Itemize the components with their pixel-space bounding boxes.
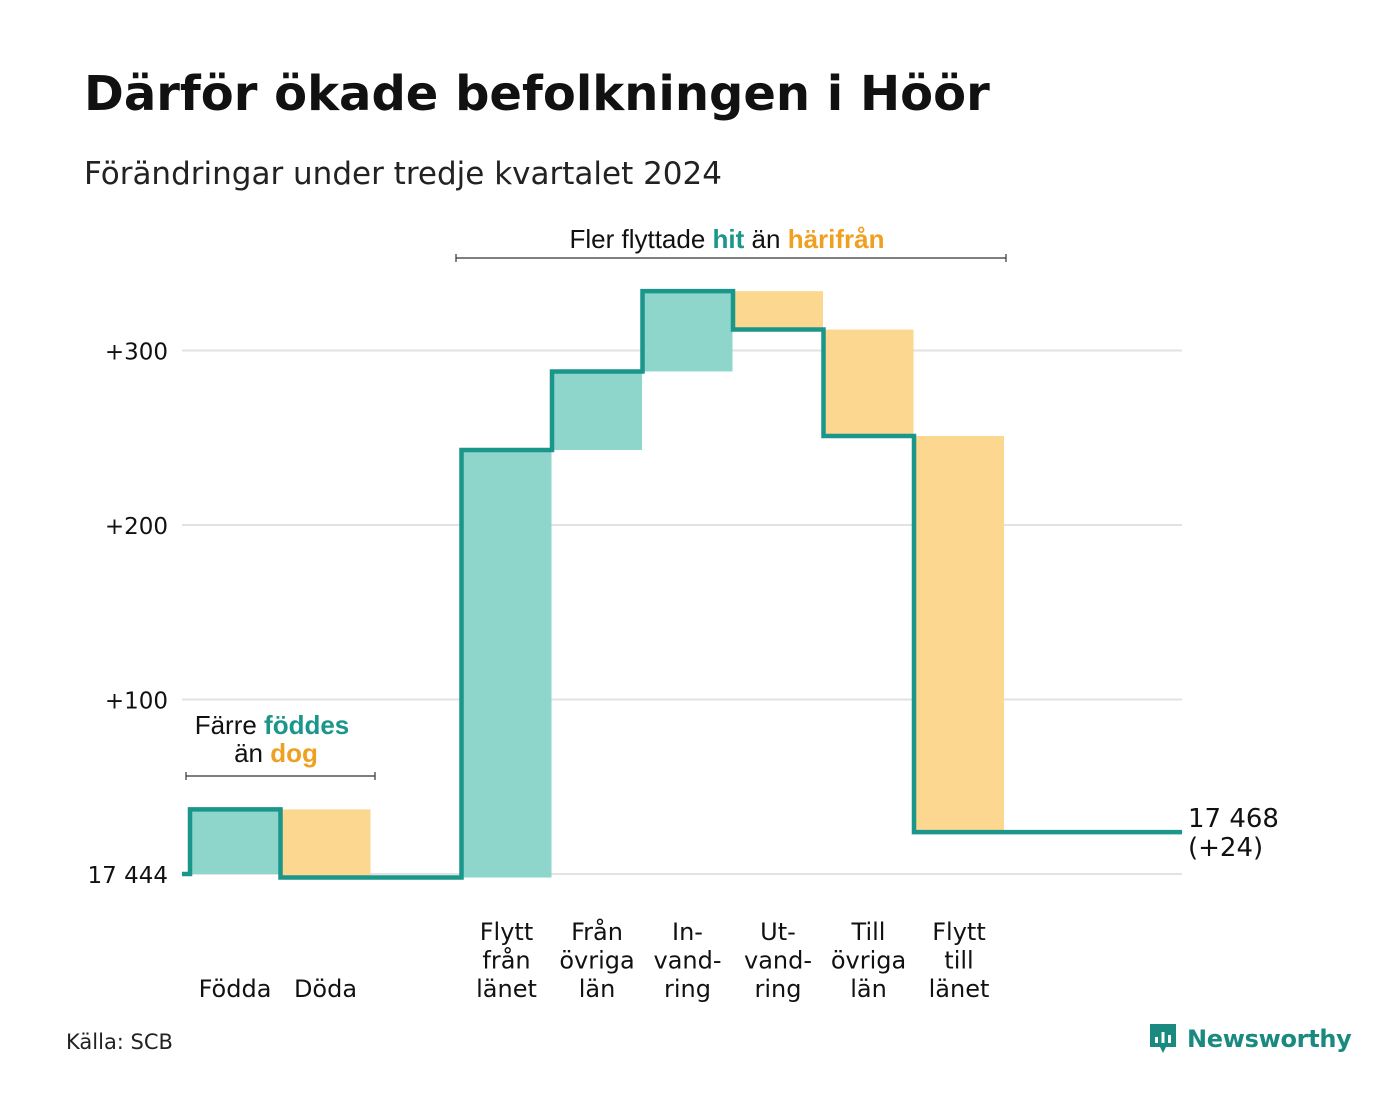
gridlines bbox=[182, 349, 1182, 875]
y-tick-label: +100 bbox=[105, 689, 168, 715]
end-change-label: (+24) bbox=[1188, 833, 1263, 863]
chart-title: Därför ökade befolkningen i Höör bbox=[84, 66, 990, 122]
source-note: Källa: SCB bbox=[66, 1030, 173, 1054]
x-axis-label: Flytt bbox=[480, 918, 534, 946]
x-axis-label: Döda bbox=[294, 975, 357, 1003]
moves-annotation-prefix: Fler flyttade bbox=[569, 224, 712, 254]
x-axis-label: Flytt bbox=[932, 918, 986, 946]
cumulative-line bbox=[182, 288, 1182, 880]
bar-inflow bbox=[190, 809, 280, 874]
chart-subtitle: Förändringar under tredje kvartalet 2024 bbox=[84, 156, 722, 192]
bar-inflow bbox=[461, 449, 552, 878]
brand-name: Newsworthy bbox=[1187, 1025, 1352, 1053]
x-axis-label: In- bbox=[672, 918, 703, 946]
step-line bbox=[182, 288, 1182, 880]
x-axis-label: övriga bbox=[559, 947, 634, 975]
bar-outflow bbox=[914, 436, 1004, 833]
x-axis-label: vand- bbox=[744, 947, 812, 975]
births-annotation-key: föddes bbox=[264, 710, 349, 740]
x-axis-label: länet bbox=[476, 975, 537, 1003]
bar-outflow bbox=[823, 329, 914, 437]
deaths-annotation-prefix: än bbox=[234, 738, 270, 768]
births-annotation: Färre föddes än dog bbox=[185, 710, 376, 780]
svg-text:Färre föddes: Färre föddes bbox=[195, 710, 350, 740]
x-axis-label: Födda bbox=[199, 975, 272, 1003]
svg-text:Fler flyttade hit än härifrån: Fler flyttade hit än härifrån bbox=[569, 224, 884, 254]
x-axis-label: övriga bbox=[831, 947, 906, 975]
x-axis-label: Till bbox=[851, 918, 886, 946]
end-value-label: 17 468 bbox=[1188, 804, 1279, 834]
brand-logo: Newsworthy bbox=[1147, 1022, 1352, 1056]
births-annotation-prefix: Färre bbox=[195, 710, 264, 740]
y-tick-label: +300 bbox=[105, 340, 168, 366]
x-axis-label: län bbox=[579, 975, 616, 1003]
x-axis-label: län bbox=[850, 975, 887, 1003]
moves-annotation: Fler flyttade hit än härifrån bbox=[455, 224, 1007, 262]
bar-outflow bbox=[280, 809, 371, 878]
bar-inflow bbox=[642, 291, 733, 372]
moves-annotation-key-hit: hit bbox=[713, 224, 745, 254]
bar-outflow bbox=[733, 291, 823, 330]
x-axis-labels: Födda DödaFlyttfrånlänetFrånövrigalänIn-v… bbox=[199, 917, 990, 1003]
y-tick-label: 17 444 bbox=[88, 863, 168, 889]
bar-inflow bbox=[552, 371, 642, 450]
x-axis-label: ring bbox=[755, 975, 802, 1003]
deaths-annotation-key: dog bbox=[270, 738, 318, 768]
x-axis-label: Ut- bbox=[760, 918, 796, 946]
x-axis-label: från bbox=[482, 946, 530, 975]
y-tick-label: +200 bbox=[105, 514, 168, 540]
x-axis-label: vand- bbox=[653, 947, 721, 975]
x-axis-label: Från bbox=[571, 917, 623, 946]
y-axis-ticks: 17 444 +100 +200 +300 bbox=[88, 340, 168, 890]
moves-annotation-key-harifran: härifrån bbox=[788, 224, 885, 254]
x-axis-label: till bbox=[944, 947, 973, 975]
newsworthy-logo-icon bbox=[1150, 1024, 1176, 1053]
svg-text:än dog: än dog bbox=[234, 738, 318, 768]
moves-annotation-middle: än bbox=[744, 224, 787, 254]
x-axis-label: ring bbox=[664, 975, 711, 1003]
x-axis-label: länet bbox=[929, 975, 990, 1003]
bars bbox=[190, 291, 1004, 878]
